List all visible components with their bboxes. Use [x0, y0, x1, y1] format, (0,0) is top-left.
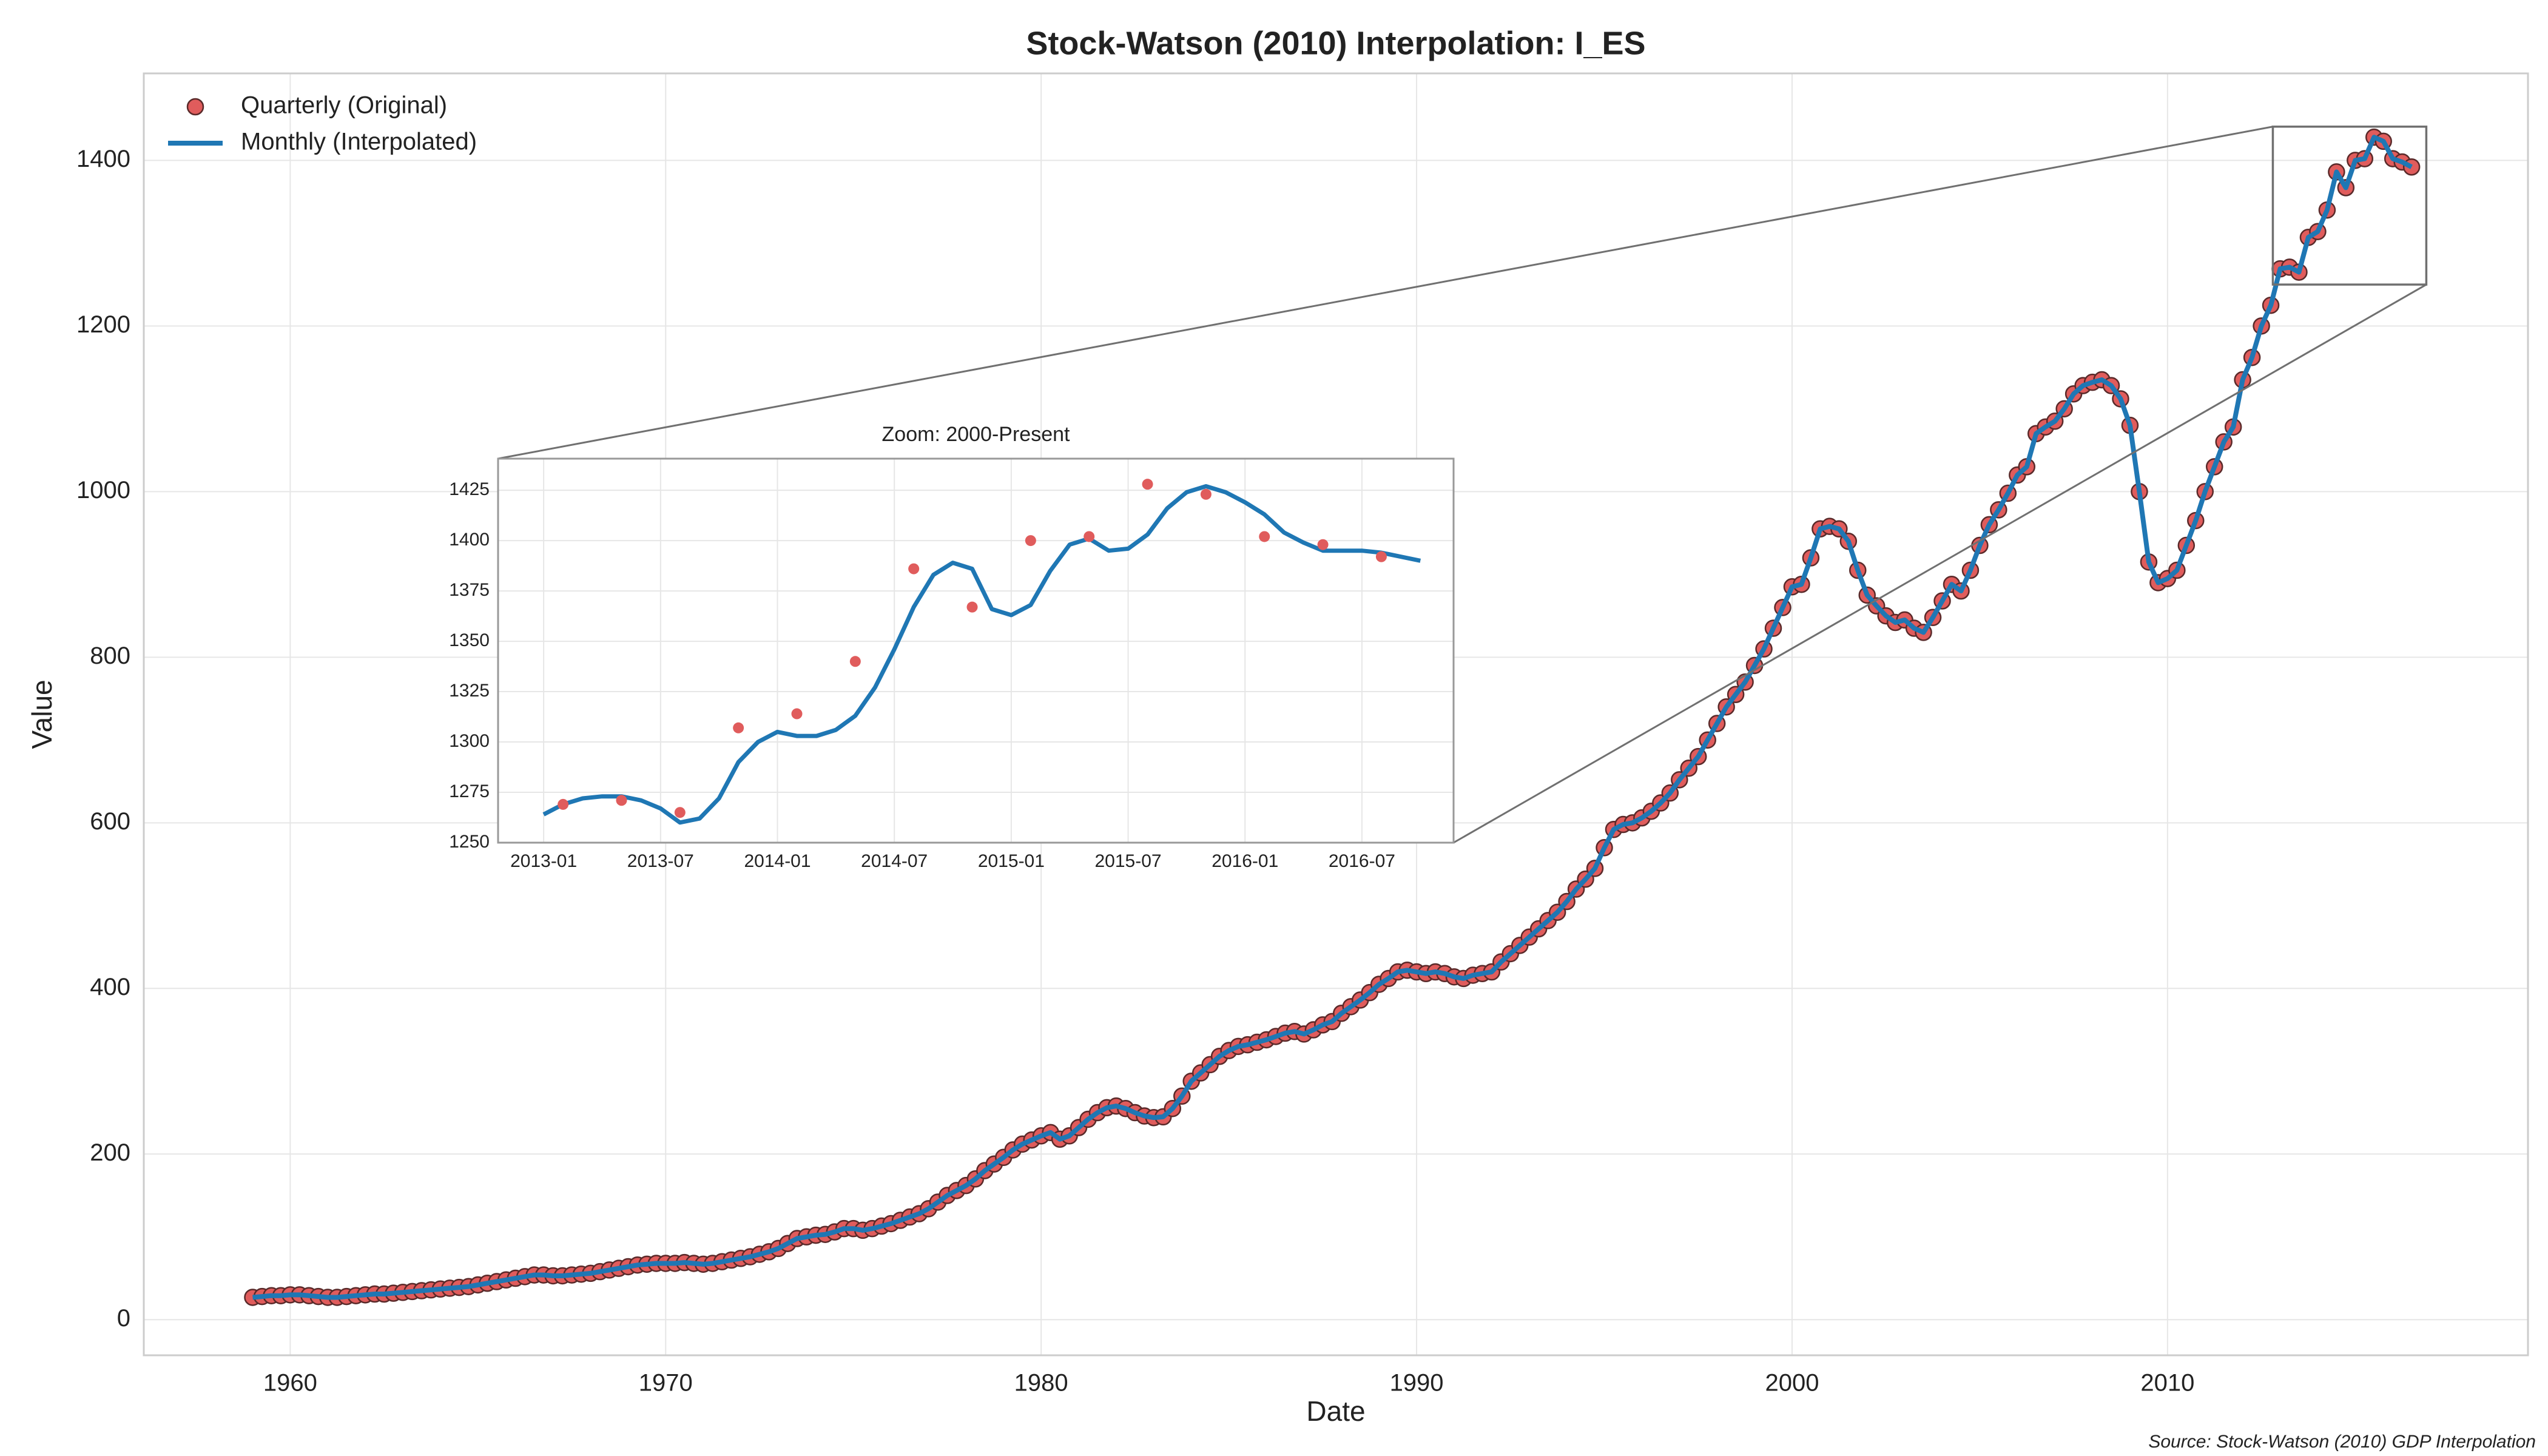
data-point: [1200, 488, 1212, 500]
x-tick-label: 1990: [1390, 1370, 1444, 1397]
legend-label: Quarterly (Original): [241, 92, 447, 119]
data-point: [1142, 479, 1153, 490]
y-tick-label: 800: [90, 642, 130, 669]
y-tick-label: 1400: [76, 146, 130, 172]
x-tick-label: 2013-07: [627, 851, 694, 871]
y-tick-label: 1275: [449, 781, 490, 801]
x-tick-label: 2013-01: [510, 851, 577, 871]
x-tick-label: 2016-07: [1329, 851, 1395, 871]
data-point: [791, 708, 803, 720]
x-tick-label: 2015-07: [1095, 851, 1162, 871]
y-tick-label: 1000: [76, 477, 130, 504]
x-tick-label: 2014-07: [861, 851, 928, 871]
inset-title: Zoom: 2000-Present: [882, 423, 1070, 446]
y-tick-label: 200: [90, 1139, 130, 1166]
data-point: [674, 807, 686, 818]
x-axis-label: Date: [1306, 1395, 1365, 1427]
zoom-box: [2271, 126, 2428, 286]
data-point: [1317, 539, 1329, 550]
x-tick-label: 2014-01: [744, 851, 811, 871]
y-tick-label: 1350: [449, 630, 490, 650]
y-tick-label: 1250: [449, 832, 490, 852]
data-point: [1375, 551, 1387, 562]
series-line: [252, 135, 2413, 1300]
source-note: Source: Stock-Watson (2010) GDP Interpol…: [2148, 1432, 2536, 1452]
x-tick-label: 2016-01: [1212, 851, 1278, 871]
y-tick-label: 600: [90, 808, 130, 835]
y-tick-label: 1200: [76, 311, 130, 338]
series-line: [542, 484, 1421, 825]
data-point: [1084, 531, 1095, 542]
y-tick-label: 1425: [449, 479, 490, 499]
axes-frame: [497, 457, 1455, 844]
data-point: [733, 722, 744, 733]
y-tick-label: 1325: [449, 681, 490, 701]
data-point: [616, 795, 627, 806]
legend-label: Monthly (Interpolated): [241, 129, 477, 155]
zoom-connector: [497, 126, 2273, 460]
axes-frame: [143, 72, 2529, 1357]
x-tick-label: 1960: [263, 1370, 317, 1397]
x-tick-label: 2000: [1765, 1370, 1819, 1397]
x-tick-label: 1970: [639, 1370, 693, 1397]
legend-marker: [186, 98, 204, 116]
data-point: [1025, 535, 1036, 547]
y-tick-label: 1400: [449, 530, 490, 550]
x-tick-label: 2015-01: [978, 851, 1045, 871]
y-tick-label: 1375: [449, 580, 490, 600]
x-tick-label: 1980: [1014, 1370, 1068, 1397]
data-point: [558, 798, 569, 810]
data-point: [908, 563, 920, 575]
y-tick-label: 0: [117, 1305, 130, 1332]
data-point: [849, 656, 861, 667]
x-tick-label: 2010: [2140, 1370, 2194, 1397]
chart-title: Stock-Watson (2010) Interpolation: I_ES: [1026, 25, 1645, 61]
y-axis-label: Value: [26, 679, 58, 749]
y-tick-label: 1300: [449, 731, 490, 751]
y-tick-label: 400: [90, 974, 130, 1000]
zoom-connector: [1453, 283, 2427, 844]
data-point: [966, 601, 978, 613]
inset-background: [498, 459, 1454, 843]
data-point: [1259, 531, 1270, 542]
